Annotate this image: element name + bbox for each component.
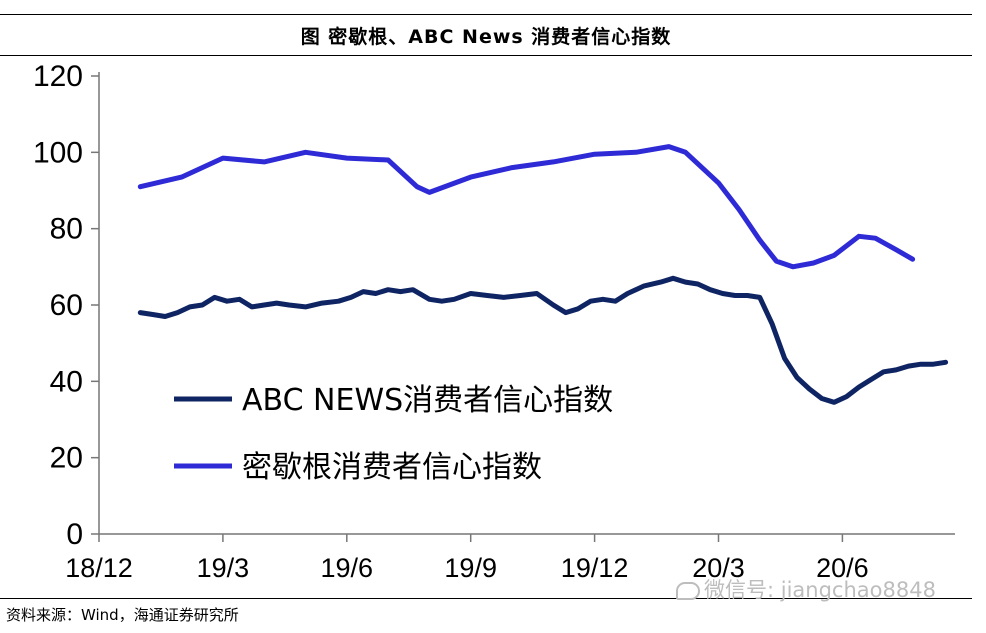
legend-label: ABC NEWS消费者信心指数	[242, 383, 613, 418]
chart-lines	[137, 144, 949, 405]
series-line-michigan	[137, 144, 916, 270]
chart-title-bar: 图 密歇根、ABC News 消费者信心指数	[0, 14, 972, 56]
source-note: 资料来源：Wind，海通证券研究所	[6, 606, 239, 624]
y-tick-label: 20	[50, 442, 83, 475]
x-tick-label: 19/9	[444, 553, 497, 583]
bottom-rule	[0, 598, 972, 599]
y-tick-label: 60	[50, 289, 83, 322]
y-tick-label: 100	[33, 136, 83, 169]
wechat-icon	[676, 582, 700, 600]
chart-axes: 0 20 40 60 80 100 120 18/12 19/3 19/6 19/9 19/12 20/…	[33, 60, 955, 583]
watermark-text: 微信号: jiangchao8848	[704, 578, 936, 602]
y-tick-label: 80	[50, 213, 83, 246]
x-tick-label: 19/3	[197, 553, 250, 583]
y-tick-label: 120	[33, 60, 83, 93]
x-tick-label: 19/6	[321, 553, 374, 583]
chart-title: 图 密歇根、ABC News 消费者信心指数	[300, 25, 672, 48]
x-tick-label: 18/12	[65, 553, 133, 583]
x-tick-label: 20/3	[692, 553, 745, 583]
series-line-abc-news	[137, 275, 949, 405]
x-tick-label: 19/12	[561, 553, 629, 583]
x-tick-label: 20/6	[816, 553, 869, 583]
legend-label: 密歇根消费者信心指数	[242, 450, 542, 485]
watermark: 微信号: jiangchao8848	[676, 574, 936, 604]
y-tick-label: 0	[66, 518, 83, 551]
y-tick-label: 40	[50, 365, 83, 398]
